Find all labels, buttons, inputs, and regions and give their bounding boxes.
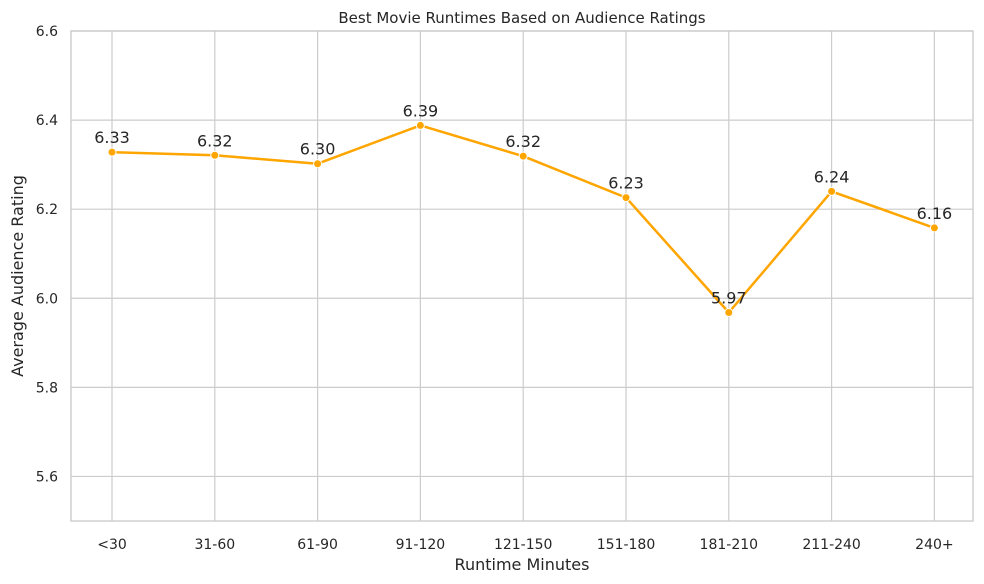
x-tick-label: 91-120 bbox=[396, 537, 446, 553]
y-axis-label: Average Audience Rating bbox=[8, 175, 27, 377]
chart-title: Best Movie Runtimes Based on Audience Ra… bbox=[338, 9, 705, 27]
data-point bbox=[313, 159, 323, 169]
x-tick-label: 181-210 bbox=[700, 537, 759, 553]
data-point bbox=[724, 308, 734, 318]
data-label: 5.97 bbox=[711, 289, 747, 308]
data-points bbox=[107, 120, 939, 318]
y-tick-label: 6.2 bbox=[36, 202, 58, 218]
y-tick-label: 6.0 bbox=[36, 291, 58, 307]
data-label: 6.32 bbox=[197, 131, 233, 150]
data-point bbox=[621, 193, 631, 203]
data-point bbox=[107, 147, 117, 157]
y-tick-label: 6.4 bbox=[36, 113, 58, 129]
data-point bbox=[929, 223, 939, 233]
x-axis-label: Runtime Minutes bbox=[455, 555, 590, 574]
data-label: 6.16 bbox=[917, 204, 953, 223]
grid-lines bbox=[71, 30, 973, 521]
data-point bbox=[210, 150, 220, 160]
x-tick-label: 151-180 bbox=[597, 537, 656, 553]
x-tick-label: 61-90 bbox=[297, 537, 338, 553]
data-point bbox=[518, 151, 528, 161]
data-point bbox=[415, 120, 425, 130]
y-tick-label: 6.6 bbox=[36, 24, 58, 40]
x-tick-label: 211-240 bbox=[802, 537, 861, 553]
data-label: 6.32 bbox=[505, 132, 541, 151]
x-tick-label: 240+ bbox=[915, 537, 953, 553]
y-tick-labels: 5.6 5.8 6.0 6.2 6.4 6.6 bbox=[36, 24, 58, 485]
data-label: 6.33 bbox=[94, 128, 130, 147]
data-label: 6.24 bbox=[814, 167, 850, 186]
data-labels: 6.33 6.32 6.30 6.39 6.32 6.23 5.97 6.24 6.16 bbox=[94, 101, 952, 307]
x-tick-label: 121-150 bbox=[494, 537, 553, 553]
plot-frame bbox=[70, 30, 974, 522]
x-tick-label: <30 bbox=[97, 537, 127, 553]
data-label: 6.23 bbox=[608, 174, 644, 193]
data-label: 6.39 bbox=[403, 101, 439, 120]
x-tick-labels: <30 31-60 61-90 91-120 121-150 151-180 181-210… bbox=[97, 537, 953, 553]
x-tick-label: 31-60 bbox=[194, 537, 235, 553]
data-label: 6.30 bbox=[300, 140, 336, 159]
data-point bbox=[827, 186, 837, 196]
y-tick-label: 5.6 bbox=[36, 469, 58, 485]
y-tick-label: 5.8 bbox=[36, 380, 58, 396]
